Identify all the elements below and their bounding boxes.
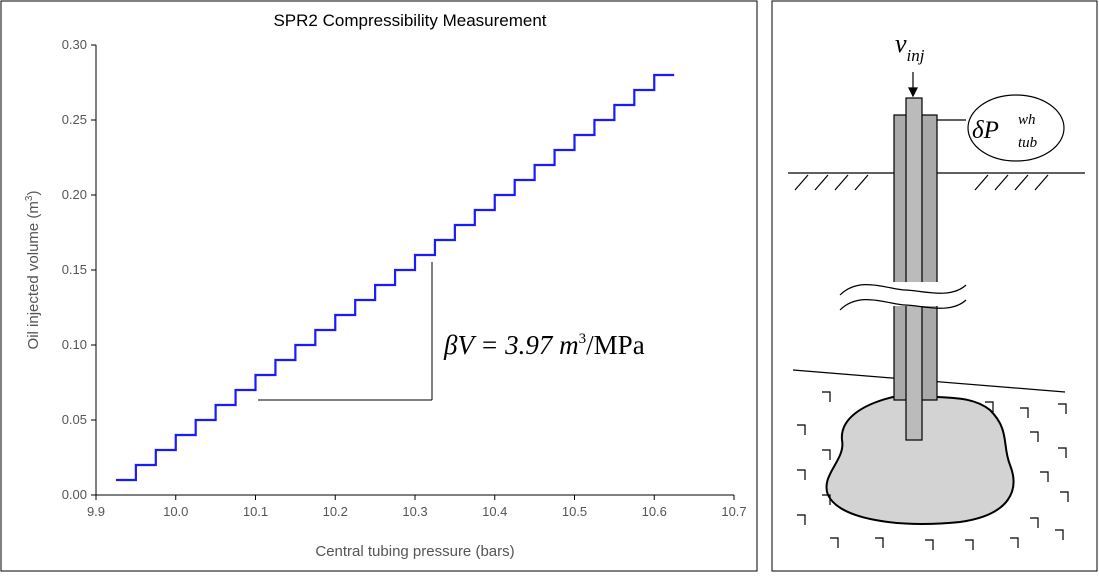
x-tick-label: 10.6 xyxy=(642,504,667,519)
cavern xyxy=(825,396,1015,525)
x-tick-label: 10.7 xyxy=(721,504,746,519)
y-axis-label: Oil injected volume (m3) xyxy=(24,191,42,350)
x-tick-label: 10.2 xyxy=(323,504,348,519)
x-tick-label: 10.4 xyxy=(482,504,507,519)
x-tick-label: 10.5 xyxy=(562,504,587,519)
chart-frame xyxy=(0,0,758,572)
y-tick-label: 0.05 xyxy=(62,412,87,427)
break-lines xyxy=(839,284,967,311)
y-tick-label: 0.25 xyxy=(62,112,87,127)
injection-label: vinj xyxy=(895,29,925,65)
injection-sub: inj xyxy=(907,46,925,65)
well-diagram xyxy=(788,72,1085,550)
data-line xyxy=(115,73,675,482)
slope-annotation: βV = 3.97 m3/MPa xyxy=(443,330,645,360)
ground-hatch xyxy=(794,174,1049,191)
x-axis-label: Central tubing pressure (bars) xyxy=(315,543,514,560)
diagram-frame xyxy=(771,0,1098,572)
y-tick-label: 0.30 xyxy=(62,37,87,52)
rock-marks xyxy=(797,391,1069,550)
gauge-ellipse xyxy=(967,94,1065,162)
pressure-sub: tub xyxy=(1018,135,1038,151)
break-gap xyxy=(838,282,968,306)
pressure-symbol: δP xyxy=(972,117,999,144)
y-label-sup: 3 xyxy=(24,195,35,201)
x-tick-label: 10.3 xyxy=(402,504,427,519)
y-tick-label: 0.15 xyxy=(62,262,87,277)
chart-title: SPR2 Compressibility Measurement xyxy=(273,11,546,30)
pressure-sup: wh xyxy=(1018,112,1036,128)
annotation-sup: 3 xyxy=(579,331,587,347)
y-tick-label: 0.00 xyxy=(62,487,87,502)
injection-symbol: v xyxy=(895,29,907,58)
x-tick-label: 10.0 xyxy=(163,504,188,519)
x-tick-label: 9.9 xyxy=(87,504,105,519)
y-label-tail: ) xyxy=(25,191,42,196)
annotation-text: βV = 3.97 m xyxy=(443,330,579,360)
y-label-text: Oil injected volume (m xyxy=(25,201,42,349)
y-tick-label: 0.20 xyxy=(62,187,87,202)
inner-tubing xyxy=(905,97,923,441)
arrow-head xyxy=(908,87,918,98)
x-tick-label: 10.1 xyxy=(243,504,268,519)
annotation-tail: /MPa xyxy=(586,330,645,360)
y-tick-label: 0.10 xyxy=(62,337,87,352)
